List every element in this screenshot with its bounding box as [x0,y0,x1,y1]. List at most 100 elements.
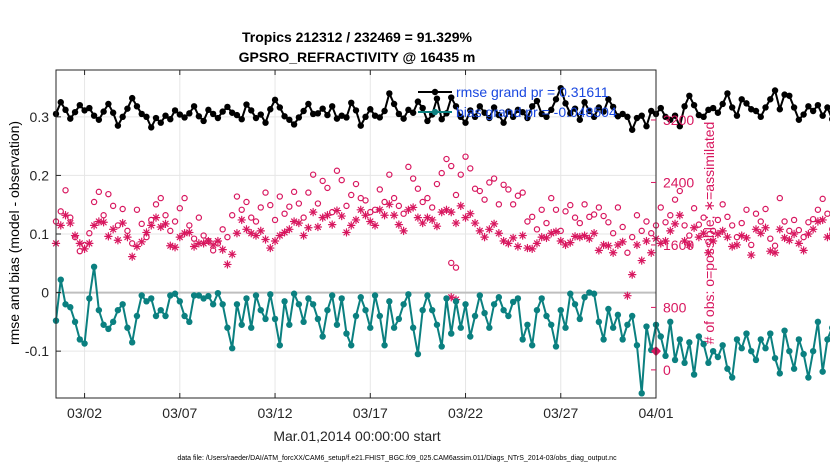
obs-possible-point [443,155,450,163]
obs-assimilated-point [789,229,799,239]
rmse-point [538,110,545,118]
rmse-point [490,104,498,111]
obs-possible-point [824,210,830,217]
rmse-point [324,111,331,119]
obs-assimilated-point [608,248,618,257]
rmse-point [314,110,322,117]
y-tick-label: 0.3 [30,109,50,125]
obs-possible-point [662,219,669,226]
obs-possible-point [133,206,141,213]
obs-assimilated-point [756,229,765,238]
bias-point [305,295,312,302]
bias-point [338,295,345,302]
bias-point [619,336,626,343]
obs-assimilated-point [518,231,527,240]
bias-point [809,347,817,355]
y-axis-ticks: -0.1 0 0.1 0.2 0.3 [25,109,61,359]
x-tick-label: 03/02 [67,405,102,421]
bias-point [795,336,803,343]
bias-point [471,312,479,320]
obs-assimilated-point [694,232,704,242]
rmse-point [162,112,169,119]
rmse-point [714,109,722,116]
obs-assimilated-point [794,239,804,248]
obs-assimilated-point [223,260,232,269]
bias-point [719,342,726,349]
bias-point [424,292,431,299]
bias-point [786,347,793,355]
rmse-point [286,116,293,123]
obs-possible-point [638,227,645,235]
rmse-point [514,106,522,114]
bias-point [390,324,398,331]
rmse-point [462,119,469,126]
obs-possible-point [95,188,103,196]
bias-point [738,345,745,352]
obs-possible-point [248,214,255,221]
bias-point [290,290,298,297]
bias-point [457,324,464,331]
bias-point [748,347,755,355]
obs-assimilated-point [156,222,165,232]
legend: rmse grand pr = 0.31611 bias grand pr = -… [418,84,617,120]
bias-point [295,301,303,308]
obs-possible-point [86,230,93,237]
bias-point [352,312,360,320]
rmse-point [571,105,579,112]
obs-assimilated-point [127,252,137,261]
obs-possible-point [814,206,822,213]
obs-possible-point [457,171,464,178]
rmse-point [295,114,303,121]
bias-point [686,339,693,346]
obs-assimilated-point [561,240,570,250]
obs-possible-point [800,233,807,241]
obs-possible-point [262,189,269,196]
bias-point [528,342,536,349]
y-tick-label: 0 [41,285,49,301]
obs-possible-point [714,216,722,224]
obs-assimilated-point [808,225,818,234]
obs-assimilated-point [375,205,385,214]
rmse-point [776,106,784,113]
obs-assimilated-point [685,240,694,250]
obs-possible-point [628,233,636,241]
obs-possible-point [805,219,812,226]
rmse-point [581,99,588,106]
bias-point [405,291,412,298]
rmse-point [119,113,126,121]
obs-possible-point [528,213,536,221]
bias-point [733,336,741,343]
rmse-point [690,101,698,109]
bias-point [109,318,117,326]
obs-assimilated-point [104,232,113,241]
obs-possible-point [614,204,622,211]
obs-possible-point [533,226,541,233]
rmse-point [352,107,360,114]
rmse-point [795,116,803,123]
obs-assimilated-point [785,236,794,245]
rmse-point [109,109,117,116]
rmse-point [328,103,336,110]
obs-assimilated-point [432,221,442,231]
obs-assimilated-point [118,218,127,228]
bias-point [257,306,264,314]
bias-point [190,292,198,299]
rmse-point [457,113,464,121]
obs-possible-point [386,171,393,178]
bias-point [219,301,226,308]
bias-point [628,312,636,320]
obs-possible-point [224,233,231,241]
bias-point [581,294,588,301]
obs-assimilated-point [489,219,499,229]
bias-point [490,301,498,308]
obs-possible-point [314,200,322,207]
obs-possible-point [190,235,198,242]
rmse-point [476,103,484,110]
obs-assimilated-point [494,229,504,238]
bias-point [119,301,126,308]
x-tick-label: 03/27 [543,405,578,421]
rmse-point [133,103,141,110]
obs-possible-point [462,153,469,160]
obs-assimilated-point [237,215,246,225]
obs-assimilated-point [66,218,75,228]
